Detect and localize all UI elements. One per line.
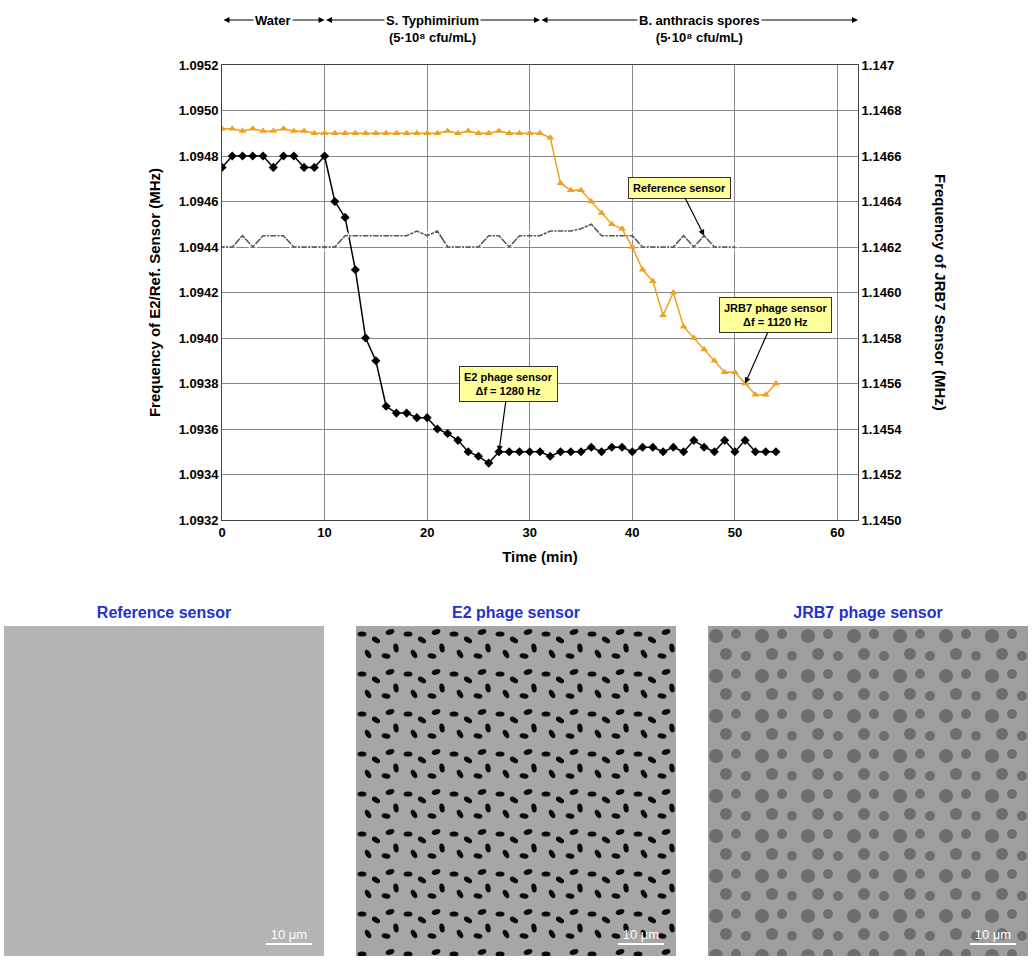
svg-text:B. anthracis spores(5·10⁸ cfu/: B. anthracis spores(5·10⁸ cfu/mL) xyxy=(639,13,760,45)
svg-text:20: 20 xyxy=(420,525,434,540)
svg-text:JRB7 phage sensorΔf = 1120 Hz: JRB7 phage sensorΔf = 1120 Hz xyxy=(724,302,827,328)
svg-text:40: 40 xyxy=(625,525,639,540)
svg-text:Water: Water xyxy=(255,13,291,28)
svg-text:Time (min): Time (min) xyxy=(502,548,578,565)
svg-text:10 μm: 10 μm xyxy=(623,927,659,942)
svg-text:50: 50 xyxy=(728,525,742,540)
html-text:E2 phage sensor: E2 phage sensor xyxy=(452,604,580,621)
svg-text:60: 60 xyxy=(830,525,844,540)
svg-text:1.1456: 1.1456 xyxy=(862,376,902,391)
svg-text:1.1458: 1.1458 xyxy=(862,331,902,346)
svg-text:1.0934: 1.0934 xyxy=(179,467,220,482)
svg-text:1.1462: 1.1462 xyxy=(862,240,902,255)
svg-text:1.0932: 1.0932 xyxy=(179,513,219,528)
svg-text:1.0946: 1.0946 xyxy=(179,194,219,209)
svg-text:Frequency of E2/Ref. Sensor (M: Frequency of E2/Ref. Sensor (MHz) xyxy=(146,168,163,417)
svg-text:1.1464: 1.1464 xyxy=(862,194,903,209)
svg-text:1.1460: 1.1460 xyxy=(862,285,902,300)
svg-text:1.0952: 1.0952 xyxy=(179,58,219,73)
svg-text:1.0938: 1.0938 xyxy=(179,376,219,391)
svg-text:1.147: 1.147 xyxy=(862,58,895,73)
svg-text:1.1452: 1.1452 xyxy=(862,467,902,482)
svg-text:1.0942: 1.0942 xyxy=(179,285,219,300)
svg-text:1.1454: 1.1454 xyxy=(862,422,903,437)
svg-text:10 μm: 10 μm xyxy=(975,927,1011,942)
svg-text:1.1466: 1.1466 xyxy=(862,149,902,164)
svg-text:1.0950: 1.0950 xyxy=(179,103,219,118)
svg-text:1.1450: 1.1450 xyxy=(862,513,902,528)
svg-text:10 μm: 10 μm xyxy=(271,927,307,942)
svg-text:10: 10 xyxy=(317,525,331,540)
svg-text:30: 30 xyxy=(523,525,537,540)
html-text:JRB7 phage sensor: JRB7 phage sensor xyxy=(793,604,943,621)
svg-text:S. Typhimirium(5·10⁸ cfu/mL): S. Typhimirium(5·10⁸ cfu/mL) xyxy=(386,13,479,45)
svg-text:1.0936: 1.0936 xyxy=(179,422,219,437)
svg-text:0: 0 xyxy=(218,525,225,540)
html-text:Reference sensor: Reference sensor xyxy=(96,604,232,621)
svg-text:Reference sensor: Reference sensor xyxy=(633,182,726,194)
svg-text:Frequency of JRB7 Sensor (MHz): Frequency of JRB7 Sensor (MHz) xyxy=(932,174,949,411)
svg-text:1.0948: 1.0948 xyxy=(179,149,219,164)
svg-text:1.1468: 1.1468 xyxy=(862,103,902,118)
svg-text:E2 phage sensorΔf = 1280 Hz: E2 phage sensorΔf = 1280 Hz xyxy=(464,371,553,397)
svg-text:1.0940: 1.0940 xyxy=(179,331,219,346)
svg-text:1.0944: 1.0944 xyxy=(179,240,220,255)
